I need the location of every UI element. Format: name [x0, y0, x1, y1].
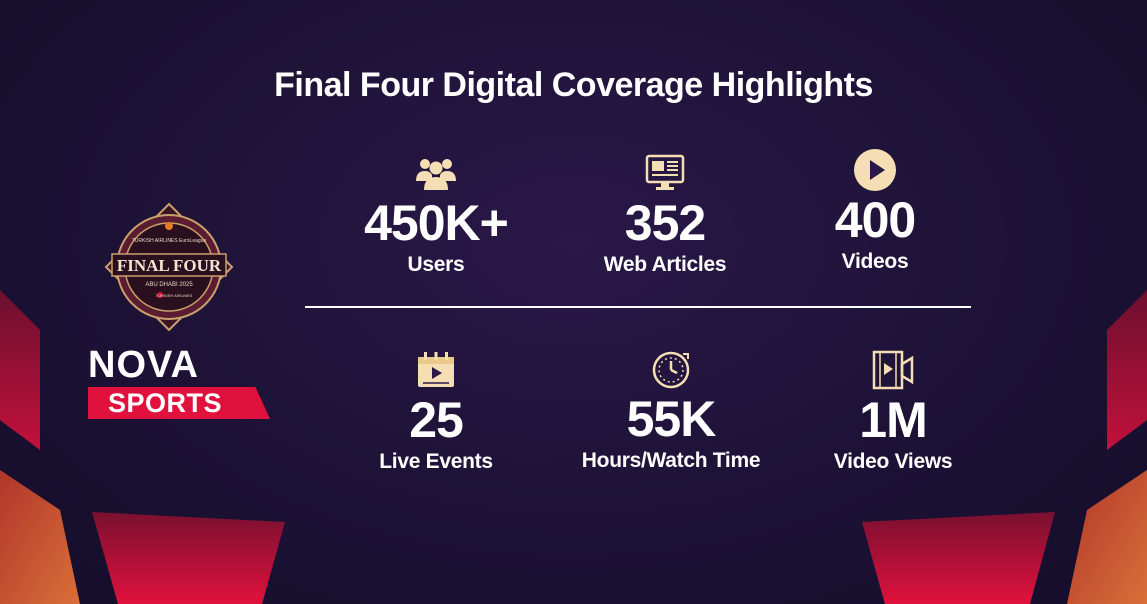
final-four-logo: TURKISH AIRLINES EuroLeague FINAL FOUR A… — [104, 202, 234, 332]
stat-web-articles: 352 Web Articles — [555, 153, 775, 277]
stat-label: Web Articles — [603, 253, 727, 276]
sports-logo-word: SPORTS — [108, 387, 223, 418]
stat-value: 352 — [624, 195, 706, 251]
stat-label: Videos — [841, 250, 909, 273]
play-circle-icon — [765, 149, 985, 191]
stat-label: Video Views — [833, 450, 953, 473]
web-articles-icon — [555, 153, 775, 193]
stat-value: 450K+ — [364, 195, 509, 251]
section-divider — [305, 306, 971, 308]
stat-label: Live Events — [379, 450, 493, 473]
stat-value: 55K — [626, 391, 717, 447]
stat-label: Hours/Watch Time — [581, 449, 761, 472]
svg-text:TURKISH AIRLINES: TURKISH AIRLINES — [156, 293, 193, 298]
nova-logo-word: NOVA — [88, 344, 199, 386]
svg-text:FINAL FOUR: FINAL FOUR — [117, 256, 222, 275]
svg-text:TURKISH AIRLINES EuroLeague: TURKISH AIRLINES EuroLeague — [132, 238, 207, 244]
video-camera-icon — [783, 350, 1003, 390]
stat-value: 1M — [859, 392, 927, 448]
stat-value: 25 — [409, 392, 464, 448]
stat-hours-watch-time: 55K Hours/Watch Time — [561, 349, 781, 473]
users-icon — [326, 153, 546, 193]
calendar-play-icon — [326, 350, 546, 390]
stat-video-views: 1M Video Views — [783, 350, 1003, 474]
stat-users: 450K+ Users — [326, 153, 546, 277]
sports-logo-box: SPORTS — [88, 387, 270, 419]
page-title: Final Four Digital Coverage Highlights — [274, 66, 873, 104]
stat-live-events: 25 Live Events — [326, 350, 546, 474]
stat-label: Users — [407, 253, 465, 276]
stopwatch-icon — [561, 349, 781, 389]
stat-videos: 400 Videos — [765, 149, 985, 274]
svg-text:ABU DHABI 2025: ABU DHABI 2025 — [145, 282, 193, 288]
stat-value: 400 — [834, 192, 916, 248]
nova-sports-logo: NOVA SPORTS — [88, 345, 270, 419]
